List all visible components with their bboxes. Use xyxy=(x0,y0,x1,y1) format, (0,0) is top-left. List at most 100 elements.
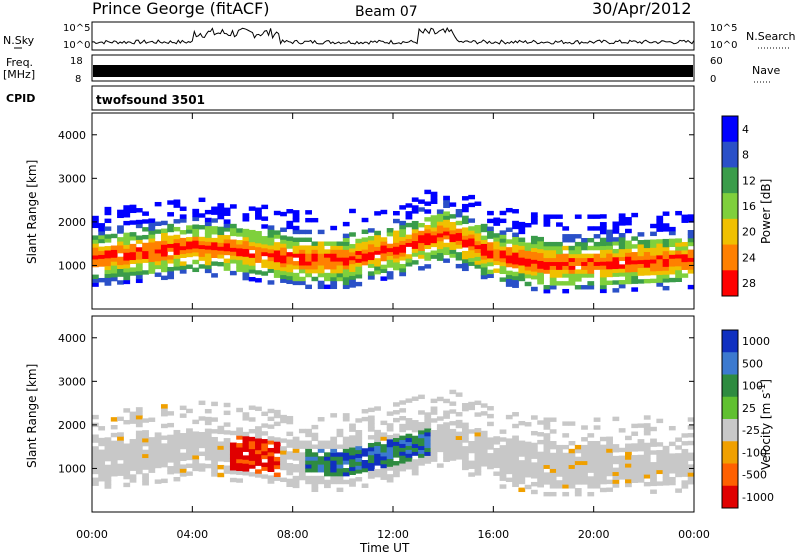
velocity-cell xyxy=(487,453,494,458)
power-cell xyxy=(675,257,682,263)
velocity-cell xyxy=(204,456,212,461)
velocity-cell xyxy=(687,433,695,438)
velocity-cell xyxy=(160,443,168,448)
velocity-cell xyxy=(449,432,457,438)
power-cell xyxy=(418,234,425,240)
velocity-cell xyxy=(167,454,175,459)
velocity-cell xyxy=(618,475,626,480)
power-cell xyxy=(568,269,576,274)
velocity-cell xyxy=(217,453,225,458)
power-cell xyxy=(524,262,532,267)
velocity-cell xyxy=(512,443,519,448)
power-cell xyxy=(612,237,620,242)
power-cell xyxy=(355,238,363,244)
power-cell xyxy=(292,265,300,270)
velocity-cell xyxy=(449,452,457,457)
velocity-cell xyxy=(167,450,175,455)
velocity-cell xyxy=(280,465,287,471)
power-cell xyxy=(292,245,300,250)
power-cell xyxy=(129,243,137,249)
velocity-cell xyxy=(512,439,519,444)
x-tick-label: 16:00 xyxy=(477,528,509,541)
power-cell xyxy=(518,268,526,274)
velocity-cell xyxy=(179,472,187,477)
x-tick-label: 12:00 xyxy=(377,528,409,541)
power-cell xyxy=(668,226,676,232)
power-cell xyxy=(255,258,262,263)
velocity-cell xyxy=(581,456,588,462)
velocity-cell xyxy=(643,423,651,428)
power-cell xyxy=(662,254,670,260)
power-cell xyxy=(273,210,281,216)
velocity-cell xyxy=(160,447,168,452)
velocity-cell xyxy=(662,465,670,470)
velocity-cell xyxy=(167,422,175,428)
power-cell xyxy=(242,252,250,257)
velocity-cell xyxy=(668,453,676,458)
power-cell xyxy=(687,249,695,255)
power-cell xyxy=(167,239,175,244)
velocity-cell xyxy=(587,464,595,469)
velocity-cell xyxy=(499,456,507,462)
velocity-cell xyxy=(179,433,187,438)
power-cell xyxy=(430,223,438,228)
power-cell xyxy=(443,219,450,224)
power-cell xyxy=(430,250,438,255)
power-cell xyxy=(612,288,620,293)
velocity-cell xyxy=(474,471,482,476)
power-cell xyxy=(267,280,275,285)
velocity-cell xyxy=(330,468,338,473)
power-cell xyxy=(292,249,300,254)
velocity-cell xyxy=(512,474,519,480)
colorbar-tick-label: 4 xyxy=(742,123,749,136)
power-cell xyxy=(167,266,175,272)
power-cell xyxy=(399,224,407,230)
velocity-cell xyxy=(160,459,168,464)
velocity-cell xyxy=(110,464,118,469)
velocity-cell xyxy=(160,408,168,413)
power-cell xyxy=(223,219,231,224)
velocity-cell xyxy=(399,466,407,472)
velocity-cell xyxy=(650,473,657,479)
velocity-cell xyxy=(311,452,319,457)
velocity-cell xyxy=(355,449,363,455)
velocity-cell xyxy=(568,472,576,477)
power-cell xyxy=(217,203,225,208)
velocity-cell xyxy=(167,458,175,463)
power-cell xyxy=(173,242,181,248)
velocity-cell xyxy=(593,484,601,489)
colorbar-tick-label: 8 xyxy=(742,149,749,162)
power-cell xyxy=(612,280,620,285)
velocity-cell xyxy=(599,444,607,450)
power-cell xyxy=(562,281,570,286)
power-cell xyxy=(367,271,375,276)
velocity-cell xyxy=(186,447,193,453)
power-cell xyxy=(512,248,519,253)
power-cell xyxy=(399,252,407,257)
power-cell xyxy=(675,246,682,251)
velocity-cell xyxy=(261,466,269,471)
power-cell xyxy=(436,209,444,214)
velocity-cell xyxy=(160,411,168,417)
velocity-cell xyxy=(505,465,513,471)
velocity-cell xyxy=(430,410,438,415)
velocity-cell xyxy=(367,446,375,452)
velocity-cell xyxy=(581,425,588,430)
velocity-cell xyxy=(681,433,689,438)
velocity-cell xyxy=(242,443,250,449)
power-cell xyxy=(204,268,212,274)
velocity-cell xyxy=(493,471,501,476)
velocity-cell xyxy=(198,400,206,406)
velocity-cell xyxy=(142,465,149,470)
velocity-cell xyxy=(618,471,626,476)
power-cell xyxy=(662,266,670,271)
velocity-cell xyxy=(549,484,557,489)
velocity-cell xyxy=(142,473,149,478)
velocity-cell xyxy=(267,440,275,445)
power-cell xyxy=(449,253,457,258)
velocity-cell xyxy=(236,431,243,436)
velocity-cell xyxy=(367,466,375,471)
velocity-cell xyxy=(129,411,137,417)
velocity-cell xyxy=(505,442,513,447)
power-cell xyxy=(393,246,400,251)
